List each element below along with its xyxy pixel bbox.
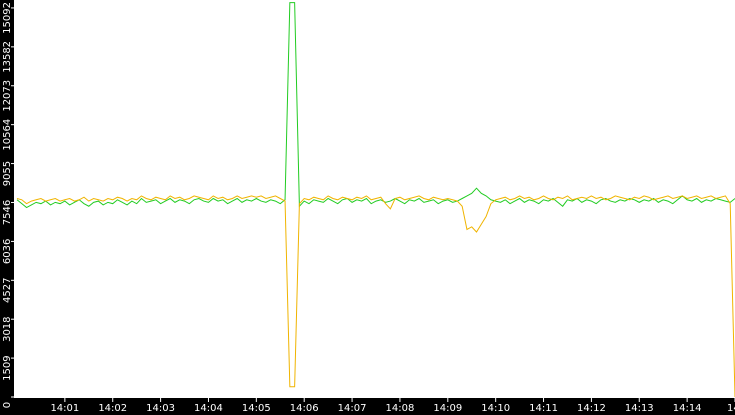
x-tick-label: 14:14 — [673, 403, 702, 414]
y-tick-label: 9055 — [2, 161, 13, 186]
x-tick-label: 14:04 — [194, 403, 223, 414]
y-tick-label: 13582 — [2, 41, 13, 73]
y-tick-label: 6036 — [2, 239, 13, 264]
y-tick-label: 10564 — [2, 119, 13, 151]
x-tick-label: 14:12 — [577, 403, 606, 414]
x-tick-label: 14:13 — [625, 403, 654, 414]
x-tick-label: 14:10 — [481, 403, 510, 414]
series-line — [16, 2, 735, 209]
y-tick-label: 0 — [2, 402, 13, 408]
series-line — [16, 195, 735, 398]
y-tick-label: 15092 — [2, 2, 13, 34]
x-axis-strip — [0, 398, 735, 415]
y-tick-label: 12073 — [2, 80, 13, 112]
x-tick-label: 14:11 — [529, 403, 558, 414]
x-tick-label: 14: — [727, 403, 735, 414]
y-tick-label: 4527 — [2, 278, 13, 303]
x-tick-label: 14:02 — [98, 403, 127, 414]
y-axis-strip — [0, 0, 14, 415]
x-tick-label: 14:03 — [146, 403, 175, 414]
y-tick-label: 7546 — [2, 200, 13, 225]
y-tick-label: 3018 — [2, 316, 13, 341]
x-tick-label: 14:01 — [50, 403, 79, 414]
x-tick-label: 14:05 — [242, 403, 271, 414]
x-tick-label: 14:06 — [290, 403, 319, 414]
x-tick-label: 14:09 — [433, 403, 462, 414]
y-tick-label: 1509 — [2, 355, 13, 380]
x-tick-label: 14:07 — [338, 403, 367, 414]
x-tick-label: 14:08 — [386, 403, 415, 414]
